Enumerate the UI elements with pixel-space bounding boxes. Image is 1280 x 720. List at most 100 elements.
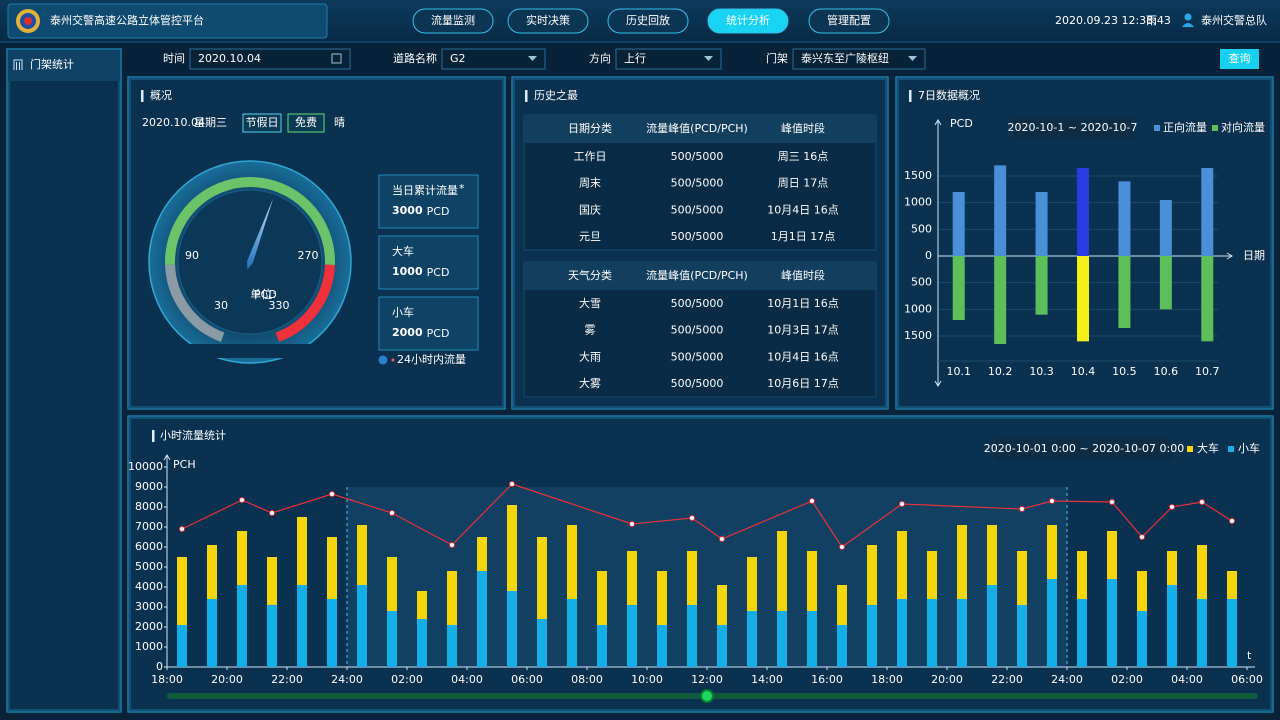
- query-button[interactable]: [1220, 49, 1259, 69]
- gauge-base: [188, 344, 312, 358]
- dropdown-arrow: [908, 56, 917, 61]
- bar: [567, 525, 577, 599]
- table-cell: 500/5000: [671, 350, 724, 363]
- bar: [807, 611, 817, 667]
- trend-point: [689, 515, 695, 521]
- x-tick-label: 22:00: [991, 673, 1023, 686]
- sidebar-item-bg[interactable]: [8, 50, 120, 81]
- panel-title: 7日数据概况: [918, 88, 980, 102]
- x-tick-label: 18:00: [871, 673, 903, 686]
- trend-point: [1109, 499, 1115, 505]
- filter-value[interactable]: 泰兴东至广陵枢纽: [801, 51, 889, 65]
- bar: [537, 619, 547, 667]
- x-tick-label: 10.6: [1154, 365, 1179, 378]
- trend-point: [1169, 504, 1175, 510]
- nav-label[interactable]: 流量监测: [431, 13, 475, 27]
- sidebar-item[interactable]: 门架统计: [30, 57, 74, 71]
- nav-label[interactable]: 历史回放: [626, 13, 670, 27]
- nav-button[interactable]: [507, 8, 589, 34]
- table-cell: 10月4日 16点: [767, 203, 839, 216]
- panel-title: 历史之最: [534, 88, 578, 102]
- bar: [657, 625, 667, 667]
- bar: [507, 505, 517, 591]
- table-cell: 国庆: [579, 202, 601, 216]
- x-tick-label: 10:00: [631, 673, 663, 686]
- table-cell: 周末: [579, 176, 601, 190]
- stat-value: 3000: [392, 204, 423, 217]
- table-cell: 500/5000: [671, 150, 724, 163]
- nav-label[interactable]: 管理配置: [827, 13, 871, 27]
- nav-button[interactable]: [707, 8, 789, 34]
- user-name[interactable]: 泰州交警总队: [1201, 13, 1267, 27]
- weather: 晴: [334, 116, 345, 129]
- filter-input[interactable]: [441, 48, 546, 70]
- trend-point: [389, 510, 395, 516]
- date-range: 2020-10-01 0:00 ~ 2020-10-07 0:00: [984, 442, 1184, 455]
- table-cell: 500/5000: [671, 203, 724, 216]
- panel-glow: [513, 78, 887, 408]
- bar: [897, 531, 907, 599]
- gauge-unit: PCD: [254, 288, 277, 301]
- query-label[interactable]: 查询: [1229, 51, 1251, 65]
- bar: [687, 551, 697, 605]
- filter-value[interactable]: 2020.10.04: [198, 52, 261, 65]
- filter-label: 门架: [766, 51, 788, 65]
- x-tick-label: 02:00: [1111, 673, 1143, 686]
- trend-point: [449, 542, 455, 548]
- user-icon-body: [1182, 23, 1194, 27]
- bar: [1137, 611, 1147, 667]
- filter-label: 时间: [163, 52, 185, 65]
- bar: [207, 545, 217, 599]
- stat-unit: PCD: [427, 266, 450, 279]
- highlight-band: [347, 487, 1067, 667]
- datetime: 2020.09.23 12:38:43: [1055, 14, 1171, 27]
- filter-input[interactable]: [792, 48, 926, 70]
- trend-point: [1019, 506, 1025, 512]
- nav-label[interactable]: 实时决策: [526, 13, 570, 27]
- table-cell: 10月3日 17点: [767, 324, 839, 337]
- trend-point: [509, 481, 515, 487]
- trend-point: [809, 498, 815, 504]
- stat-label: 当日累计流量: [392, 183, 458, 197]
- y-axis-label: PCH: [173, 458, 196, 471]
- x-tick-label: 24:00: [331, 673, 363, 686]
- bar: [477, 537, 487, 571]
- nav-button[interactable]: [412, 8, 494, 34]
- y-tick-label: 4000: [135, 580, 163, 593]
- scroll-handle[interactable]: [700, 689, 714, 703]
- bar: [177, 625, 187, 667]
- gauge-tick-label: 90: [185, 249, 199, 262]
- date-range: 2020-10-1 ~ 2020-10-7: [1007, 121, 1137, 134]
- bar: [777, 611, 787, 667]
- table-header: [524, 262, 876, 290]
- weekday: 星期三: [194, 116, 227, 129]
- filter-input[interactable]: [189, 48, 351, 70]
- bar: [952, 256, 965, 320]
- dropdown-arrow: [704, 56, 713, 61]
- bar: [657, 571, 667, 625]
- bar: [927, 599, 937, 667]
- x-tick-label: 12:00: [691, 673, 723, 686]
- bar: [1197, 545, 1207, 599]
- trend-point: [899, 501, 905, 507]
- bar: [837, 625, 847, 667]
- legend-label: 对向流量: [1221, 120, 1265, 134]
- trend-line: [181, 483, 1233, 548]
- panel-title: 概况: [150, 89, 172, 102]
- range-box: [996, 438, 1172, 460]
- filter-input[interactable]: [615, 48, 722, 70]
- calendar-icon: [331, 53, 342, 64]
- x-tick-label: 22:00: [271, 673, 303, 686]
- trend-point: [269, 510, 275, 516]
- filter-value[interactable]: 上行: [624, 52, 646, 65]
- table-header-cell: 天气分类: [568, 268, 612, 282]
- nav-button[interactable]: [607, 8, 689, 34]
- note-dot: [391, 358, 395, 362]
- bar: [1159, 256, 1172, 310]
- nav-button[interactable]: [808, 8, 890, 34]
- range-box: [1013, 117, 1132, 139]
- legend-label: 大车: [1197, 441, 1219, 455]
- table-cell: 大雨: [579, 349, 601, 363]
- nav-label[interactable]: 统计分析: [726, 13, 770, 27]
- filter-value[interactable]: G2: [450, 52, 466, 65]
